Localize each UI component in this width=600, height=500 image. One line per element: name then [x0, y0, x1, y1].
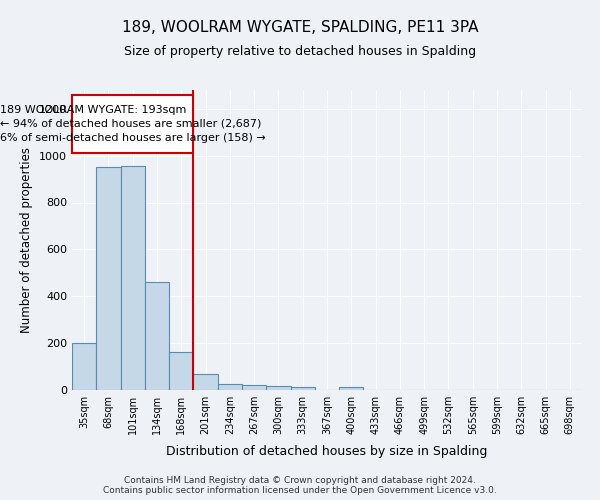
Bar [193, 374, 218, 390]
Text: Size of property relative to detached houses in Spalding: Size of property relative to detached ho… [124, 45, 476, 58]
Bar [145, 282, 169, 390]
Bar [242, 386, 266, 390]
X-axis label: Distribution of detached houses by size in Spalding: Distribution of detached houses by size … [166, 446, 488, 458]
Bar [96, 168, 121, 390]
Text: 189 WOOLRAM WYGATE: 193sqm
← 94% of detached houses are smaller (2,687)
6% of se: 189 WOOLRAM WYGATE: 193sqm ← 94% of deta… [0, 105, 266, 143]
Y-axis label: Number of detached properties: Number of detached properties [20, 147, 34, 333]
Bar [218, 384, 242, 390]
Text: 189, WOOLRAM WYGATE, SPALDING, PE11 3PA: 189, WOOLRAM WYGATE, SPALDING, PE11 3PA [122, 20, 478, 35]
Bar [169, 352, 193, 390]
Bar [72, 94, 193, 154]
Text: Contains HM Land Registry data © Crown copyright and database right 2024.
Contai: Contains HM Land Registry data © Crown c… [103, 476, 497, 495]
Bar [121, 166, 145, 390]
Bar [339, 387, 364, 390]
Bar [266, 386, 290, 390]
Bar [72, 343, 96, 390]
Bar [290, 387, 315, 390]
